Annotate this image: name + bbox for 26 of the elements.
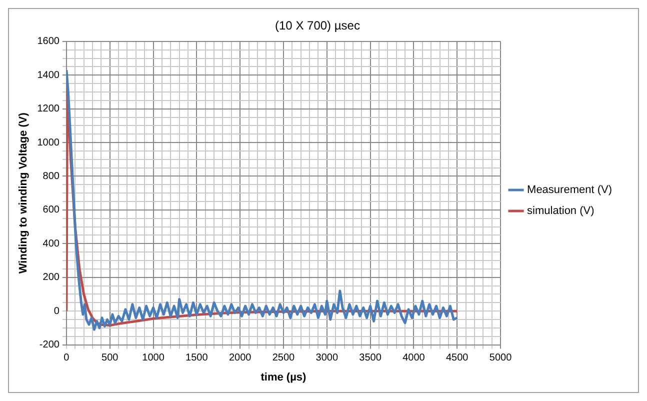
x-tick-label: 1000 [142, 352, 165, 364]
x-tick-label: 4000 [402, 352, 426, 364]
y-axis-title: Winding to winding Voltage (V) [18, 112, 30, 274]
y-tick-label: 1400 [37, 70, 60, 81]
y-tick-label: 1600 [37, 36, 60, 48]
y-tick-label: 200 [42, 272, 60, 284]
x-tick-label: 3000 [316, 352, 338, 364]
x-axis-title: time (µs) [260, 371, 307, 384]
x-tick-label: 1500 [186, 352, 208, 364]
y-tick-label: 1000 [37, 137, 60, 148]
x-tick-label: 3500 [359, 352, 382, 364]
y-tick-label: 600 [42, 204, 60, 216]
x-tick-label: 4500 [446, 352, 469, 364]
x-tick-label: 5000 [489, 352, 512, 364]
x-tick-label: 500 [102, 352, 119, 364]
legend-label: simulation (V) [527, 205, 594, 218]
y-tick-label: 0 [54, 306, 60, 317]
legend-label: Measurement (V) [527, 184, 612, 196]
y-tick-label: -200 [39, 340, 60, 351]
y-tick-label: 400 [42, 238, 60, 250]
y-tick-label: 800 [42, 170, 60, 182]
x-tick-label: 0 [64, 352, 70, 364]
x-tick-label: 2000 [228, 352, 252, 364]
y-tick-label: 1200 [37, 104, 60, 115]
chart-title: (10 X 700) µsec [275, 18, 360, 33]
x-tick-label: 2500 [272, 352, 296, 364]
